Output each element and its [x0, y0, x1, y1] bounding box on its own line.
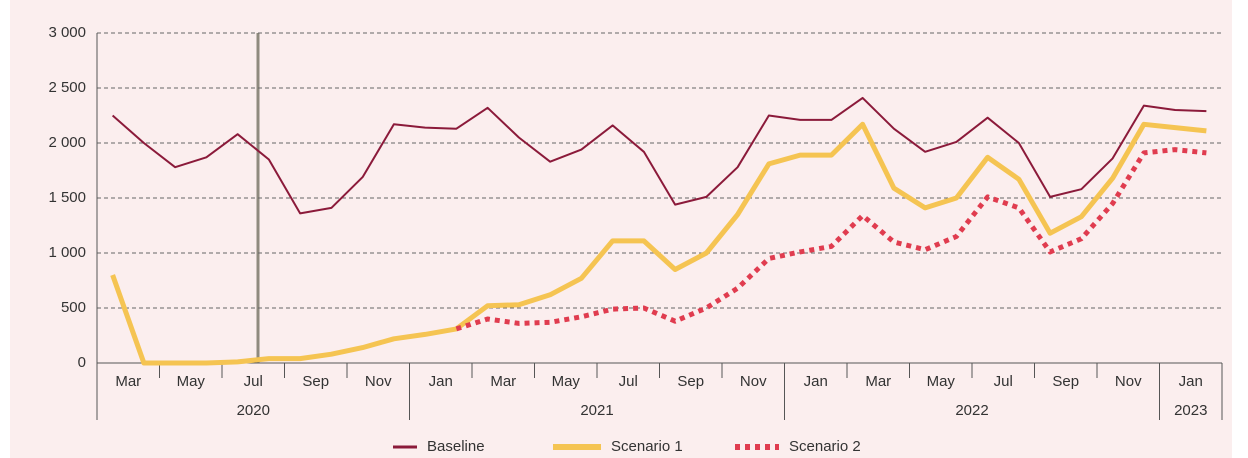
x-tick-label: Jan [1179, 373, 1203, 390]
year-label: 2020 [237, 402, 270, 419]
y-tick-label: 1 000 [48, 244, 86, 261]
x-tick-label: May [927, 373, 956, 390]
y-tick-label: 500 [61, 299, 86, 316]
x-tick-label: Jul [619, 373, 638, 390]
x-tick-label: Sep [1052, 373, 1079, 390]
x-tick-label: Mar [490, 373, 516, 390]
x-tick-label: Jul [994, 373, 1013, 390]
y-tick-label: 0 [78, 354, 86, 371]
legend-label: Baseline [427, 438, 485, 455]
series-line [111, 96, 1207, 215]
x-tick-label: Mar [865, 373, 891, 390]
x-tick-label: Jan [429, 373, 453, 390]
x-tick-label: Sep [677, 373, 704, 390]
x-tick-label: Mar [115, 373, 141, 390]
x-tick-label: Nov [365, 373, 392, 390]
x-tick-label: Nov [1115, 373, 1142, 390]
series-line [455, 147, 1207, 332]
legend-label: Scenario 1 [611, 438, 683, 455]
x-tick-label: May [177, 373, 206, 390]
x-tick-label: Nov [740, 373, 767, 390]
series-line [110, 121, 1207, 366]
year-label: 2023 [1174, 402, 1207, 419]
year-label: 2022 [955, 402, 988, 419]
y-tick-label: 1 500 [48, 189, 86, 206]
x-tick-label: Jul [244, 373, 263, 390]
legend-label: Scenario 2 [789, 438, 861, 455]
x-tick-label: Sep [302, 373, 329, 390]
x-tick-label: Jan [804, 373, 828, 390]
year-label: 2021 [580, 402, 613, 419]
y-tick-label: 2 500 [48, 79, 86, 96]
y-tick-label: 2 000 [48, 134, 86, 151]
x-tick-label: May [552, 373, 581, 390]
background [10, 0, 1232, 458]
y-tick-label: 3 000 [48, 24, 86, 41]
